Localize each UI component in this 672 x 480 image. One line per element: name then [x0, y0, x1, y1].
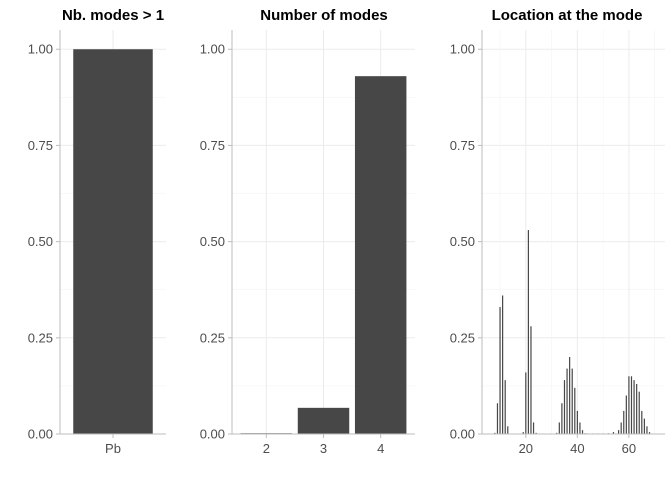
panel-title: Location at the mode — [492, 7, 643, 24]
x-tick-label: 40 — [570, 441, 584, 456]
y-tick-label: 0.50 — [450, 234, 475, 249]
bar — [638, 391, 640, 434]
bar — [646, 426, 648, 434]
bar — [502, 295, 504, 434]
bar — [530, 326, 532, 434]
y-tick-label: 0.25 — [28, 330, 53, 345]
bar — [571, 368, 573, 434]
bar — [569, 357, 571, 434]
bar — [561, 403, 563, 434]
y-tick-label: 0.00 — [28, 427, 53, 442]
panel-title: Nb. modes > 1 — [62, 7, 164, 24]
y-tick-label: 1.00 — [200, 42, 225, 57]
bar — [625, 395, 627, 434]
bar — [496, 403, 499, 434]
x-tick-label: 60 — [622, 441, 636, 456]
y-tick-label: 0.50 — [28, 234, 53, 249]
panel-number-of-modes: 0.00 0.25 0.50 0.75 1.00 2 3 4 Number of modes — [200, 7, 415, 456]
x-tick-label: 4 — [377, 441, 384, 456]
bar — [494, 432, 496, 434]
bar — [566, 368, 568, 434]
bar — [297, 407, 350, 434]
bar — [499, 307, 501, 434]
bar — [581, 430, 584, 434]
bar — [563, 380, 566, 434]
bar — [576, 410, 578, 434]
y-tick-label: 0.00 — [200, 427, 225, 442]
y-tick-label: 0.75 — [450, 138, 475, 153]
bar — [612, 432, 615, 434]
bar — [507, 426, 509, 434]
y-tick-label: 0.50 — [200, 234, 225, 249]
bar — [641, 410, 643, 434]
x-tick-label: Pb — [105, 441, 121, 456]
x-tick-label: 3 — [320, 441, 327, 456]
bar — [527, 230, 529, 434]
y-tick-label: 0.25 — [200, 330, 225, 345]
bar — [618, 430, 620, 434]
bar — [628, 376, 630, 434]
panel-nb-modes: 0.00 0.25 0.50 0.75 1.00 Pb Nb. modes > 1 — [28, 7, 166, 456]
bar — [504, 380, 506, 434]
bar — [558, 422, 560, 434]
y-tick-label: 0.75 — [200, 138, 225, 153]
bar — [633, 380, 635, 434]
bar — [354, 76, 407, 435]
bar — [623, 410, 625, 434]
y-tick-label: 0.75 — [28, 138, 53, 153]
bar — [532, 422, 535, 434]
x-tick-label: 20 — [519, 441, 533, 456]
panel-location-at-mode: 0.00 0.25 0.50 0.75 1.00 20 40 60 Location at th… — [450, 7, 665, 456]
bar — [636, 383, 638, 434]
y-tick-label: 0.00 — [450, 427, 475, 442]
bar — [525, 372, 527, 434]
bar — [556, 432, 558, 434]
x-tick-label: 2 — [263, 441, 270, 456]
bar — [643, 418, 645, 434]
y-tick-label: 1.00 — [450, 42, 475, 57]
panel-title: Number of modes — [260, 7, 388, 24]
y-tick-label: 1.00 — [28, 42, 53, 57]
bar — [574, 387, 576, 434]
bar — [648, 432, 651, 434]
bar — [535, 432, 537, 434]
bar — [522, 432, 524, 434]
y-tick-label: 0.25 — [450, 330, 475, 345]
bar — [579, 422, 581, 434]
bar — [73, 49, 153, 434]
bar — [620, 422, 622, 434]
bar — [630, 376, 633, 434]
